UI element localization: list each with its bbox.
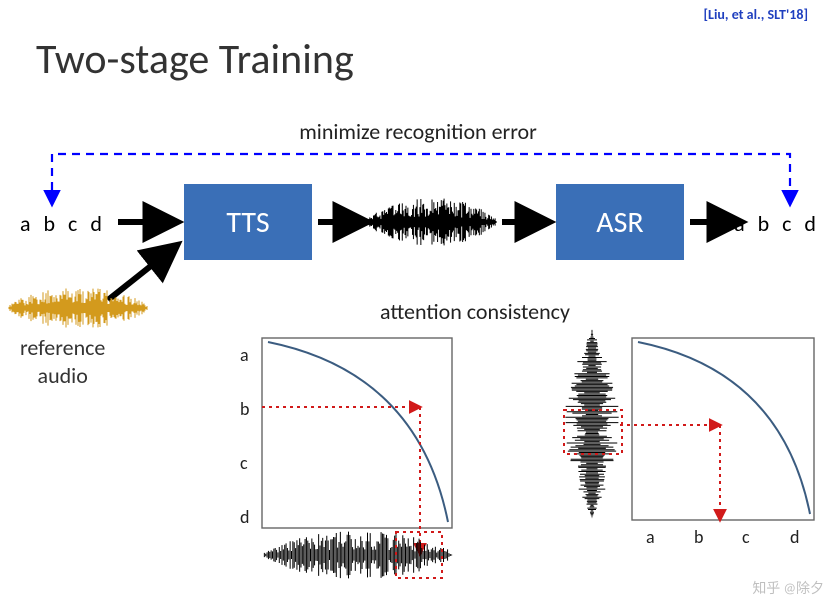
diagram-svg: [0, 0, 836, 604]
